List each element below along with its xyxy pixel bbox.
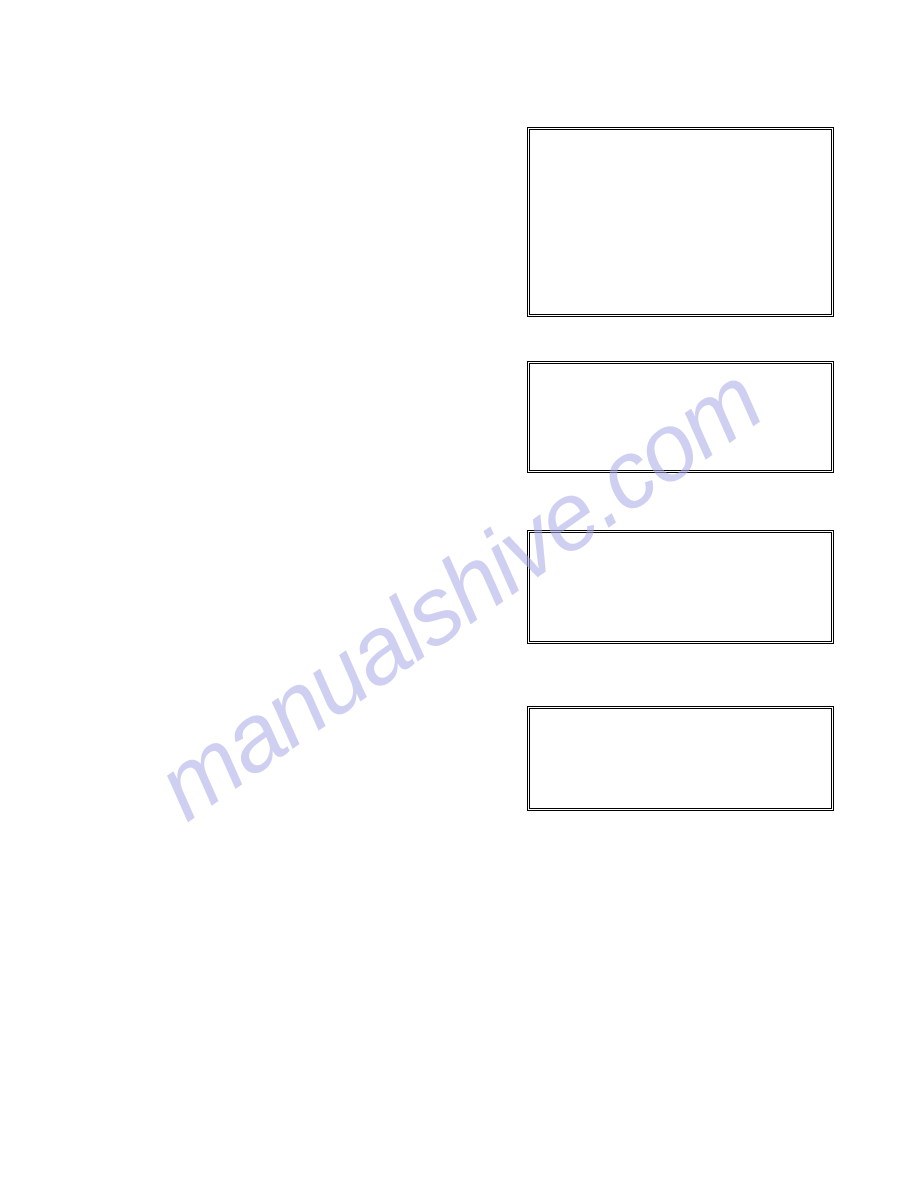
content-box-4 — [527, 706, 834, 811]
content-box-2 — [527, 361, 834, 473]
content-box-3 — [527, 530, 834, 644]
content-box-1 — [527, 127, 834, 317]
document-page: manualshive.com — [0, 0, 918, 1188]
